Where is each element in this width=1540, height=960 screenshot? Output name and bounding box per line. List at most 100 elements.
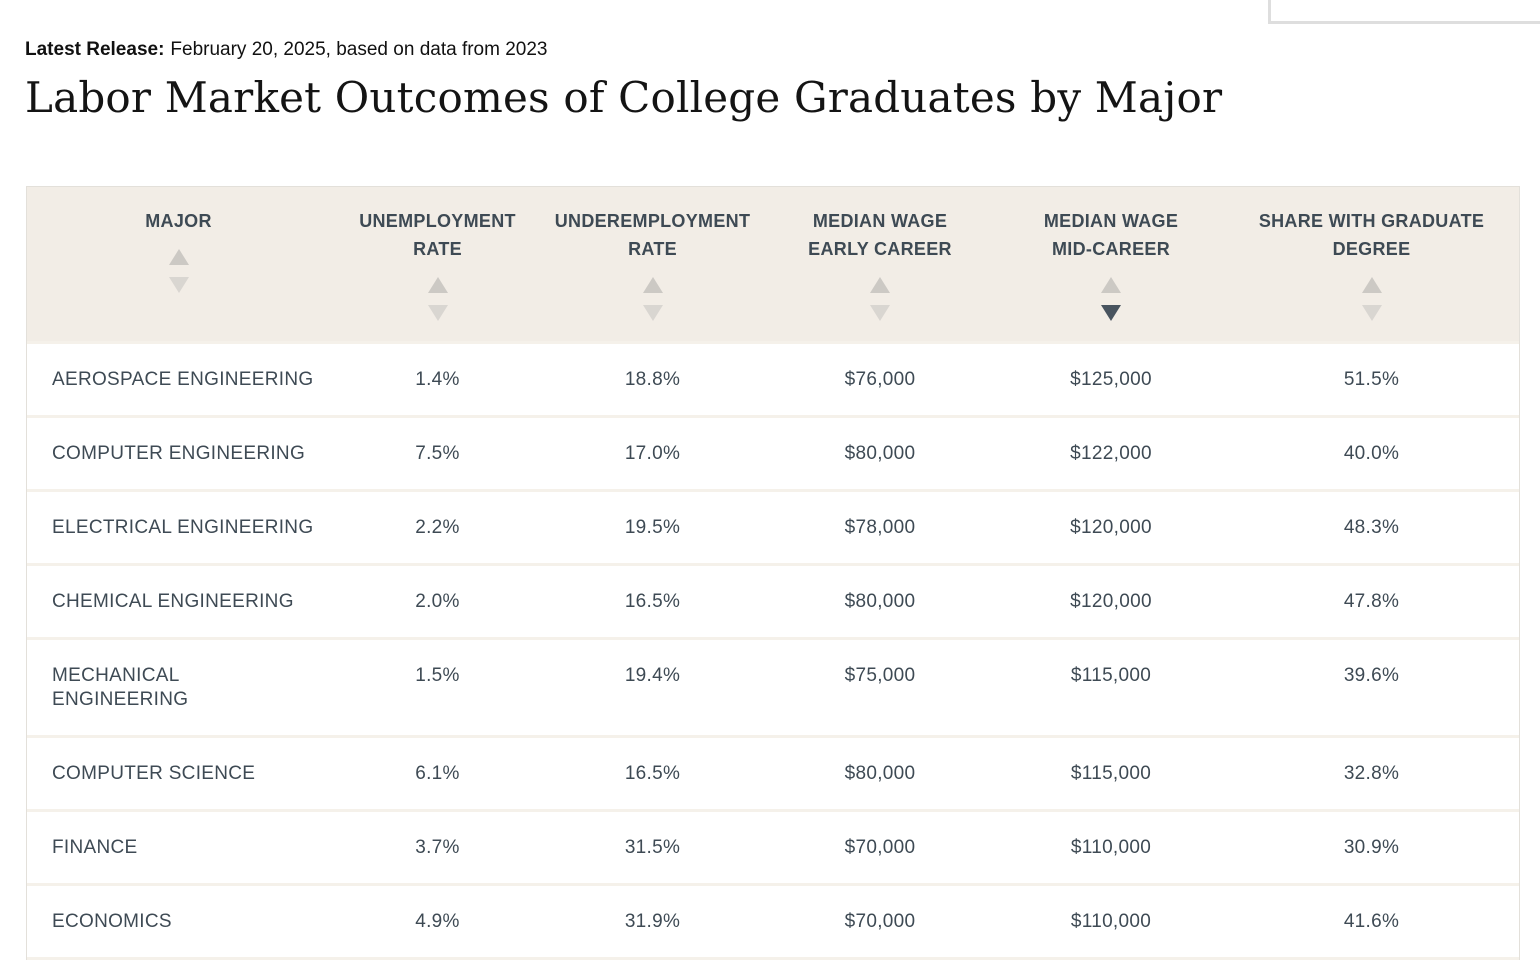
cell-share-with-graduate-degree: 47.8% [1222,562,1519,638]
cell-median-wage-early-career: $80,000 [760,414,1000,490]
sort-descending-icon[interactable] [642,305,663,321]
sort-arrows [766,277,994,321]
sort-descending-icon[interactable] [168,277,189,293]
cell-share-with-graduate-degree: 48.3% [1222,488,1519,564]
sort-arrows [33,249,324,293]
partial-next-row-cell [760,956,1000,960]
cell-major: ELECTRICAL ENGINEERING [27,488,330,564]
partial-next-row-cell [545,956,760,960]
cell-unemployment-rate: 7.5% [330,414,545,490]
cell-median-wage-mid-career: $120,000 [1000,488,1222,564]
cell-underemployment-rate: 19.5% [545,488,760,564]
cell-unemployment-rate: 2.2% [330,488,545,564]
sort-arrows [1228,277,1515,321]
partial-top-right-panel [1268,0,1540,24]
cell-underemployment-rate: 16.5% [545,734,760,810]
cell-median-wage-early-career: $76,000 [760,340,1000,416]
latest-release-text: February 20, 2025, based on data from 20… [170,39,548,60]
cell-major: ECONOMICS [27,882,330,958]
cell-unemployment-rate: 1.5% [330,636,545,736]
cell-unemployment-rate: 2.0% [330,562,545,638]
cell-median-wage-early-career: $80,000 [760,734,1000,810]
cell-major: AEROSPACE ENGINEERING [27,340,330,416]
cell-major: FINANCE [27,808,330,884]
table-row: ECONOMICS 4.9% 31.9% $70,000 $110,000 41… [27,882,1519,958]
table-row: FINANCE 3.7% 31.5% $70,000 $110,000 30.9… [27,808,1519,884]
sort-descending-icon[interactable] [870,305,890,321]
partial-next-row-cell [330,956,545,960]
cell-underemployment-rate: 19.4% [545,636,760,736]
column-header-median-wage-mid-career[interactable]: MEDIAN WAGE MID-CAREER [1000,187,1222,342]
cell-median-wage-mid-career: $122,000 [1000,414,1222,490]
column-header-median-wage-early-career[interactable]: MEDIAN WAGE EARLY CAREER [760,187,1000,342]
table-row: AEROSPACE ENGINEERING 1.4% 18.8% $76,000… [27,340,1519,416]
cell-underemployment-rate: 31.5% [545,808,760,884]
cell-share-with-graduate-degree: 40.0% [1222,414,1519,490]
table-row: COMPUTER ENGINEERING 7.5% 17.0% $80,000 … [27,414,1519,490]
latest-release-line: Latest Release: February 20, 2025, based … [25,38,548,62]
cell-major: CHEMICAL ENGINEERING [27,562,330,638]
table-row: CHEMICAL ENGINEERING 2.0% 16.5% $80,000 … [27,562,1519,638]
cell-median-wage-mid-career: $120,000 [1000,562,1222,638]
partial-next-row-cell [1222,956,1519,960]
cell-underemployment-rate: 17.0% [545,414,760,490]
sort-ascending-icon[interactable] [1101,277,1121,293]
partial-next-row-cell [1000,956,1222,960]
sort-descending-icon[interactable] [1361,305,1382,321]
cell-median-wage-mid-career: $110,000 [1000,882,1222,958]
column-header-label: SHARE WITH GRADUATE DEGREE [1258,211,1485,259]
sort-ascending-icon[interactable] [1361,277,1382,293]
table-header-row: MAJOR UNEMPLOYMENT RATE UNDEREMPLOYMENT … [27,187,1519,342]
cell-share-with-graduate-degree: 51.5% [1222,340,1519,416]
table-row: COMPUTER SCIENCE 6.1% 16.5% $80,000 $115… [27,734,1519,810]
column-header-share-with-graduate-degree[interactable]: SHARE WITH GRADUATE DEGREE [1222,187,1519,342]
cell-share-with-graduate-degree: 32.8% [1222,734,1519,810]
cell-share-with-graduate-degree: 39.6% [1222,636,1519,736]
sort-descending-icon[interactable] [1101,305,1121,321]
column-header-label: MEDIAN WAGE EARLY CAREER [808,211,952,259]
cell-major: MECHANICAL ENGINEERING [27,636,330,736]
column-header-unemployment-rate[interactable]: UNEMPLOYMENT RATE [330,187,545,342]
cell-unemployment-rate: 3.7% [330,808,545,884]
sort-arrows [1006,277,1216,321]
outcomes-table-wrap: MAJOR UNEMPLOYMENT RATE UNDEREMPLOYMENT … [26,186,1520,960]
partial-next-row-cell [27,956,330,960]
column-header-major[interactable]: MAJOR [27,187,330,342]
sort-descending-icon[interactable] [427,305,448,321]
sort-ascending-icon[interactable] [427,277,448,293]
sort-ascending-icon[interactable] [168,249,189,265]
cell-share-with-graduate-degree: 41.6% [1222,882,1519,958]
column-header-label: UNDEREMPLOYMENT RATE [554,211,751,259]
cell-median-wage-mid-career: $125,000 [1000,340,1222,416]
cell-median-wage-early-career: $70,000 [760,808,1000,884]
cell-median-wage-early-career: $70,000 [760,882,1000,958]
cell-underemployment-rate: 18.8% [545,340,760,416]
column-header-underemployment-rate[interactable]: UNDEREMPLOYMENT RATE [545,187,760,342]
cell-unemployment-rate: 4.9% [330,882,545,958]
partial-next-row [27,956,1519,960]
cell-unemployment-rate: 1.4% [330,340,545,416]
cell-median-wage-early-career: $78,000 [760,488,1000,564]
cell-underemployment-rate: 16.5% [545,562,760,638]
sort-ascending-icon[interactable] [642,277,663,293]
sort-arrows [551,277,754,321]
cell-median-wage-early-career: $75,000 [760,636,1000,736]
cell-major: COMPUTER SCIENCE [27,734,330,810]
column-header-label: MEDIAN WAGE MID-CAREER [1043,211,1179,259]
sort-ascending-icon[interactable] [870,277,890,293]
table-row: MECHANICAL ENGINEERING 1.5% 19.4% $75,00… [27,636,1519,736]
page-title: Labor Market Outcomes of College Graduat… [25,73,1223,122]
column-header-label: MAJOR [145,211,212,231]
cell-unemployment-rate: 6.1% [330,734,545,810]
cell-median-wage-mid-career: $110,000 [1000,808,1222,884]
column-header-label: UNEMPLOYMENT RATE [359,211,516,259]
cell-median-wage-mid-career: $115,000 [1000,734,1222,810]
cell-major: COMPUTER ENGINEERING [27,414,330,490]
outcomes-table: MAJOR UNEMPLOYMENT RATE UNDEREMPLOYMENT … [27,187,1519,960]
cell-median-wage-early-career: $80,000 [760,562,1000,638]
cell-median-wage-mid-career: $115,000 [1000,636,1222,736]
cell-share-with-graduate-degree: 30.9% [1222,808,1519,884]
table-row: ELECTRICAL ENGINEERING 2.2% 19.5% $78,00… [27,488,1519,564]
cell-underemployment-rate: 31.9% [545,882,760,958]
